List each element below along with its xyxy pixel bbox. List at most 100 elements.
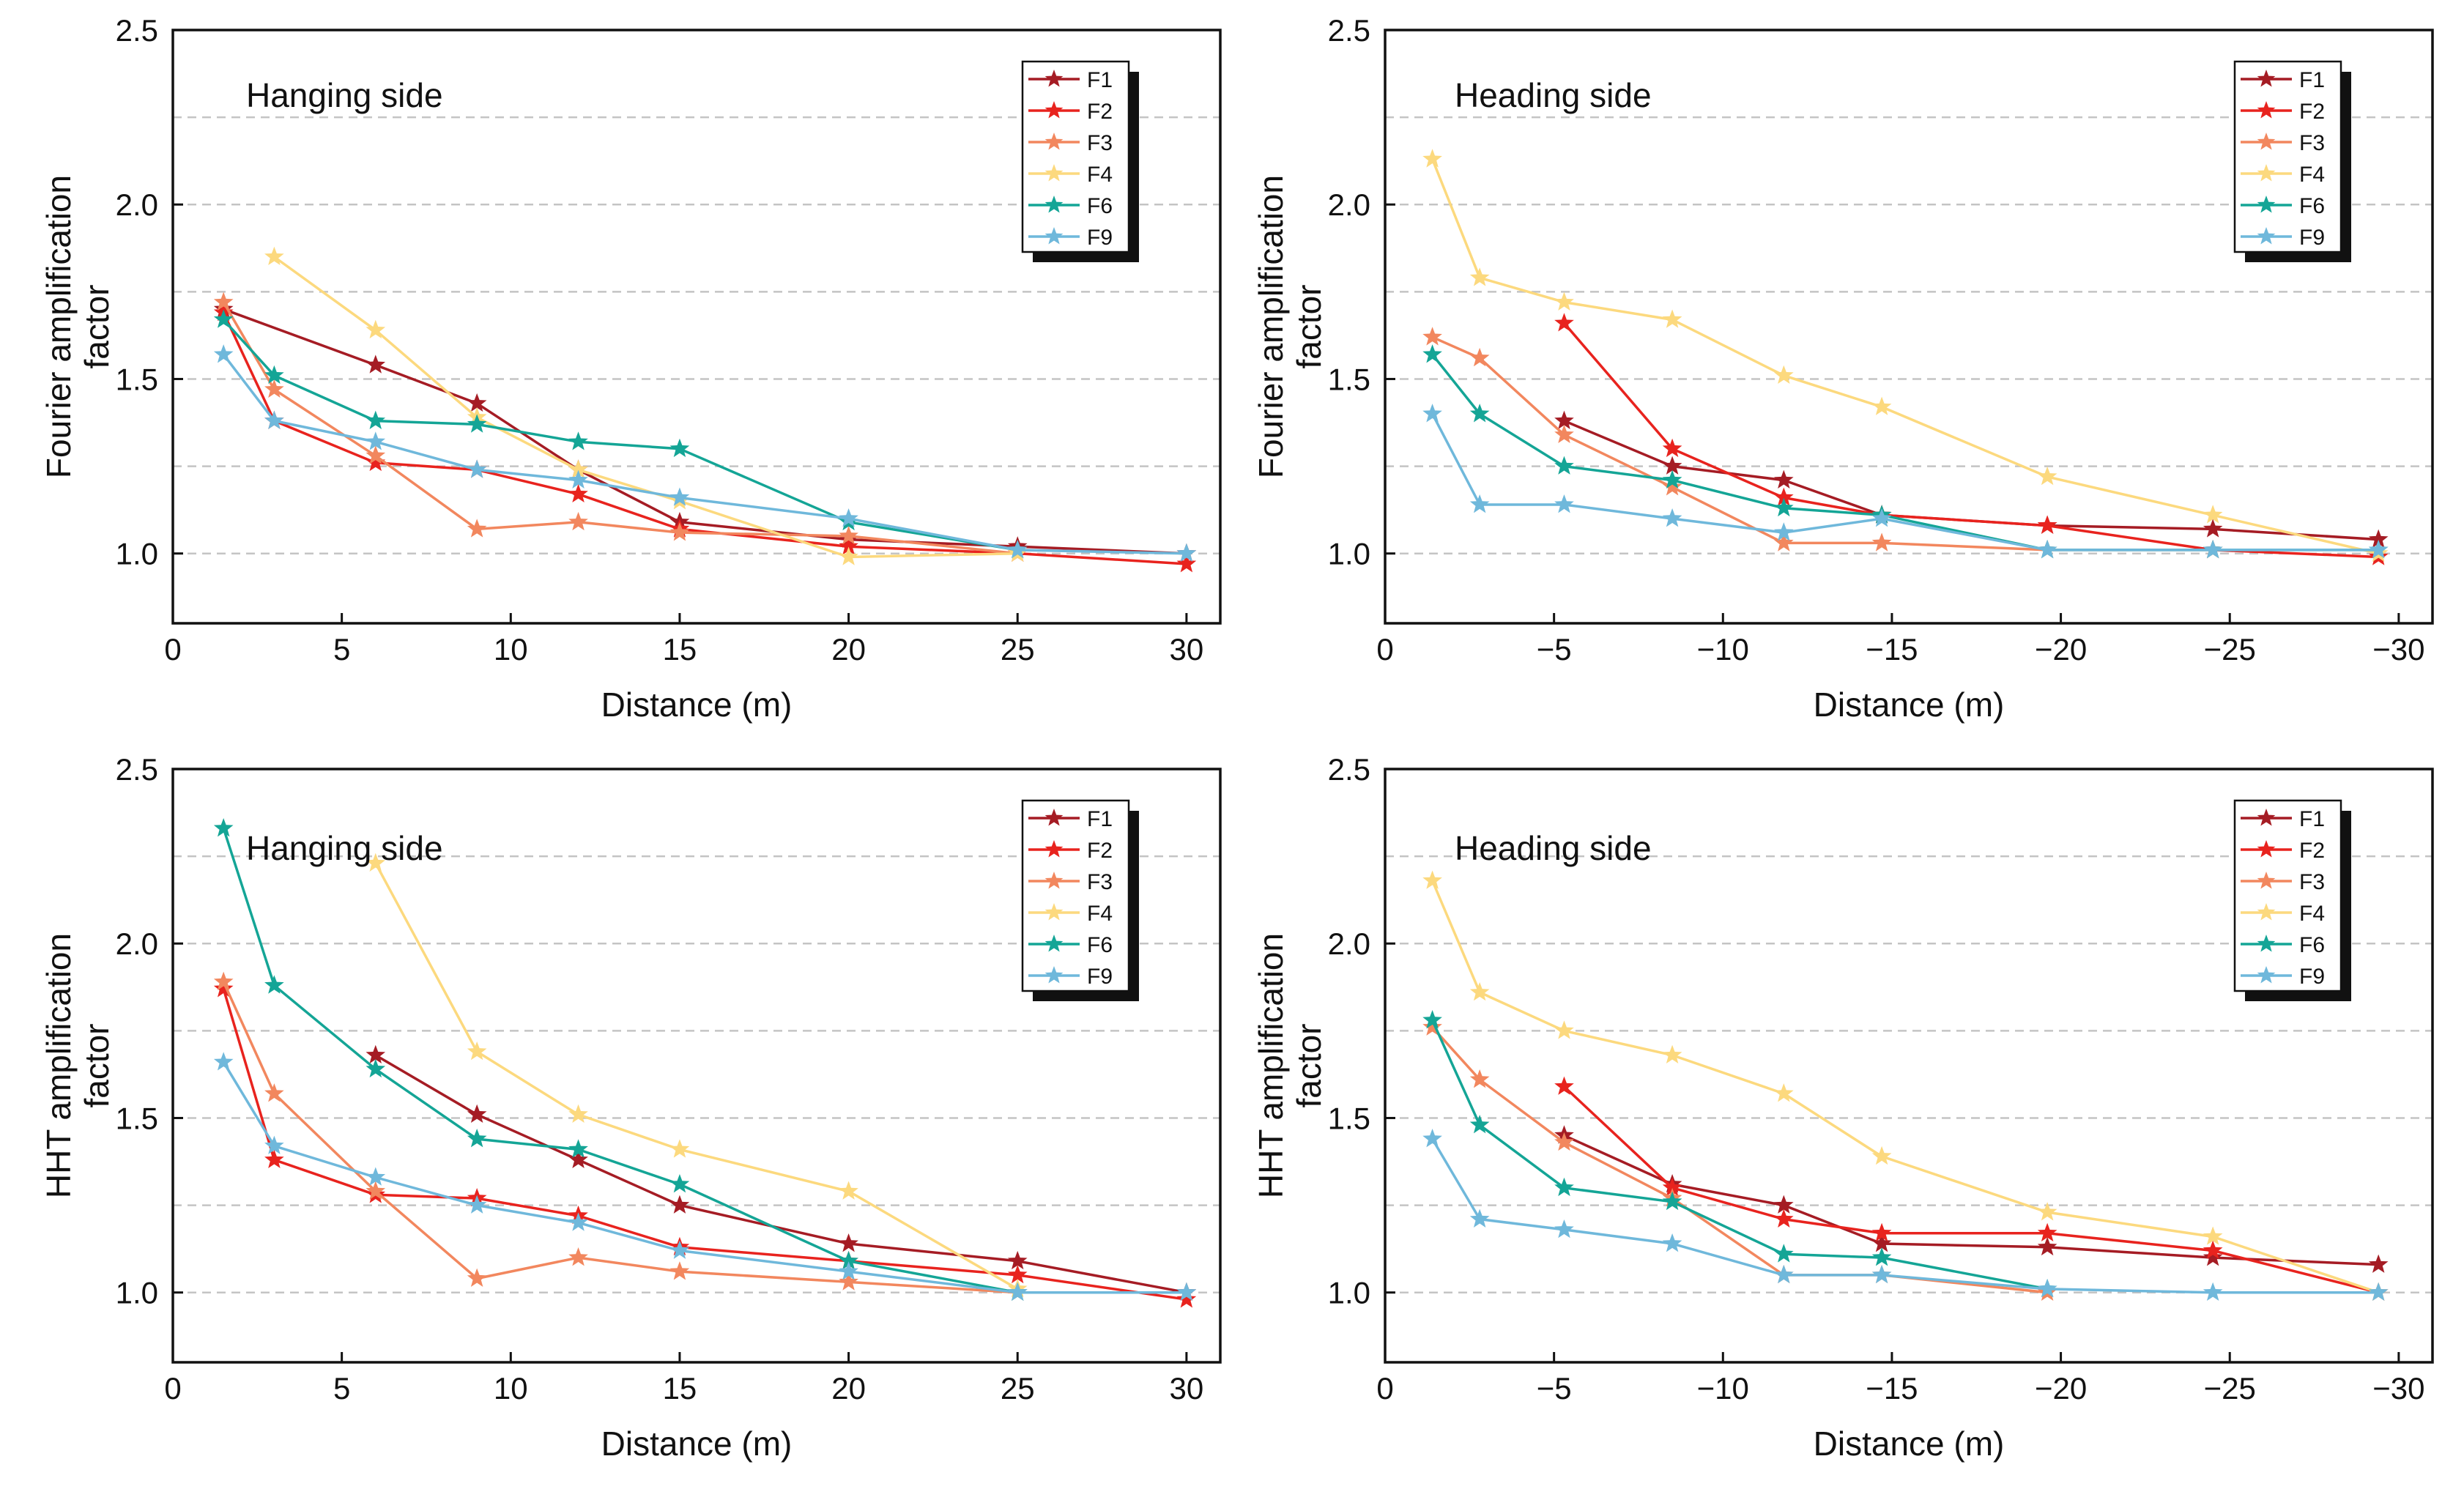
data-point-f4 bbox=[1871, 1145, 1892, 1165]
x-tick-label: 10 bbox=[494, 1371, 528, 1406]
data-point-f9 bbox=[1007, 1282, 1028, 1302]
data-point-f2 bbox=[1176, 554, 1197, 573]
data-point-f3 bbox=[365, 1181, 386, 1200]
data-point-f1 bbox=[2203, 1247, 2223, 1266]
chart-panel-1: 1.0 1.5 2.0 2.5 0 5 10 15 20 25 30 Distance (m) Four… bbox=[40, 13, 1222, 724]
y-tick-label: 1.0 bbox=[116, 537, 158, 571]
y-tick-label: 1.5 bbox=[116, 362, 158, 396]
data-point-f9 bbox=[1774, 1264, 1794, 1284]
data-point-f9 bbox=[1422, 404, 1442, 423]
legend-label-f9: F9 bbox=[2299, 226, 2325, 250]
legend-swatch-star bbox=[1044, 70, 1064, 87]
legend-label-f2: F2 bbox=[1087, 100, 1113, 124]
data-point-f6 bbox=[1662, 469, 1682, 489]
x-axis-title: Distance (m) bbox=[601, 1425, 793, 1463]
data-point-f2 bbox=[1554, 1076, 1574, 1095]
legend-swatch-star bbox=[2257, 70, 2276, 87]
legend: F1 F2 F3 F4 F6 F9 bbox=[2233, 60, 2351, 262]
data-point-f4 bbox=[1422, 149, 1442, 168]
x-tick-label: −15 bbox=[1866, 632, 1918, 666]
legend-label-f4: F4 bbox=[1087, 163, 1113, 187]
data-point-f6 bbox=[1554, 1177, 1574, 1197]
data-point-f1 bbox=[2037, 1236, 2057, 1256]
y-tick-label: 2.5 bbox=[1328, 13, 1370, 48]
data-point-f3 bbox=[213, 971, 234, 990]
x-tick-label: −30 bbox=[2372, 1371, 2424, 1406]
data-point-f9 bbox=[1176, 543, 1197, 562]
series-f9 bbox=[1422, 1129, 2389, 1302]
data-point-f3 bbox=[1469, 347, 1490, 367]
x-axis-title: Distance (m) bbox=[1814, 686, 2005, 724]
y-tick-label: 1.0 bbox=[1328, 537, 1370, 571]
legend-swatch-star bbox=[1044, 101, 1064, 119]
data-point-f4 bbox=[2203, 1226, 2223, 1245]
chart-panel-2: 1.0 1.5 2.0 2.5 0 −5 −10 −15 −20 −25 −30 Distance (… bbox=[1252, 13, 2434, 724]
x-tick-label: 0 bbox=[164, 632, 181, 666]
legend-label-f2: F2 bbox=[2299, 100, 2325, 124]
data-point-f4 bbox=[1774, 1083, 1794, 1102]
y-axis-title-line: Fourier amplification bbox=[40, 175, 78, 478]
data-point-f4 bbox=[2037, 1202, 2057, 1221]
data-point-f9 bbox=[365, 1167, 386, 1186]
data-point-f2 bbox=[1176, 1289, 1197, 1308]
data-point-f3 bbox=[264, 1083, 284, 1102]
data-point-f9 bbox=[1774, 522, 1794, 541]
data-point-f2 bbox=[1662, 1177, 1682, 1197]
data-point-f1 bbox=[1554, 410, 1574, 429]
data-point-f3 bbox=[1554, 1132, 1574, 1151]
x-tick-label: 0 bbox=[1376, 632, 1393, 666]
data-point-f6 bbox=[1871, 1247, 1892, 1266]
data-point-f2 bbox=[839, 536, 858, 555]
data-point-f9 bbox=[1422, 1129, 1442, 1148]
panel-label: Heading side bbox=[1455, 829, 1652, 867]
data-point-f2 bbox=[1774, 1208, 1794, 1228]
y-tick-label: 1.5 bbox=[1328, 1101, 1370, 1135]
x-tick-label: 20 bbox=[831, 632, 866, 666]
data-point-f9 bbox=[365, 431, 386, 450]
data-point-f2 bbox=[1007, 1264, 1028, 1284]
data-point-f4 bbox=[2203, 505, 2223, 524]
x-tick-label: −30 bbox=[2372, 632, 2424, 666]
y-axis-title-line: factor bbox=[1290, 1023, 1328, 1107]
legend-label-f1: F1 bbox=[1087, 68, 1113, 92]
axes-frame bbox=[171, 768, 1222, 1364]
legend-label-f9: F9 bbox=[2299, 965, 2325, 989]
data-point-f6 bbox=[669, 1174, 690, 1193]
x-tick-label: −20 bbox=[2035, 632, 2087, 666]
legend: F1 F2 F3 F4 F6 F9 bbox=[1021, 60, 1139, 262]
data-point-f2 bbox=[213, 979, 234, 998]
y-axis-title-line: factor bbox=[78, 1023, 116, 1107]
y-axis-title: HHT amplificationfactor bbox=[40, 933, 116, 1198]
series-f9 bbox=[213, 1052, 1197, 1302]
data-point-f4 bbox=[365, 853, 386, 872]
legend: F1 F2 F3 F4 F6 F9 bbox=[1021, 799, 1139, 1001]
legend-label-f4: F4 bbox=[1087, 902, 1113, 926]
legend-swatch-star bbox=[1044, 164, 1064, 182]
legend-label-f6: F6 bbox=[2299, 194, 2325, 218]
data-point-f6 bbox=[839, 1250, 858, 1270]
legend-label-f3: F3 bbox=[1087, 870, 1113, 894]
data-point-f1 bbox=[467, 393, 487, 412]
data-point-f9 bbox=[568, 1212, 588, 1231]
x-tick-label: 30 bbox=[1170, 1371, 1204, 1406]
x-tick-label: 30 bbox=[1170, 632, 1204, 666]
data-point-f9 bbox=[839, 1261, 858, 1280]
data-point-f1 bbox=[839, 1233, 858, 1252]
y-tick-label: 2.0 bbox=[1328, 187, 1370, 222]
legend-label-f4: F4 bbox=[2299, 163, 2325, 187]
data-point-f3 bbox=[1422, 327, 1442, 346]
x-tick-label: 0 bbox=[164, 1371, 181, 1406]
data-point-f9 bbox=[467, 459, 487, 478]
data-point-f4 bbox=[568, 459, 588, 478]
series-line-f3 bbox=[1431, 335, 2213, 552]
data-point-f4 bbox=[1554, 292, 1574, 311]
legend-box bbox=[2233, 60, 2342, 253]
x-axis-title: Distance (m) bbox=[601, 686, 793, 724]
y-tick-label: 2.0 bbox=[1328, 927, 1370, 961]
legend-swatch-star bbox=[1044, 840, 1064, 858]
data-point-f6 bbox=[1422, 1010, 1442, 1029]
chart-panel-3: 1.0 1.5 2.0 2.5 0 5 10 15 20 25 30 Distance (m) HHT … bbox=[40, 752, 1222, 1463]
x-tick-label: 25 bbox=[1001, 632, 1035, 666]
data-point-f4 bbox=[1422, 870, 1442, 889]
series-line-f3 bbox=[222, 301, 1018, 555]
